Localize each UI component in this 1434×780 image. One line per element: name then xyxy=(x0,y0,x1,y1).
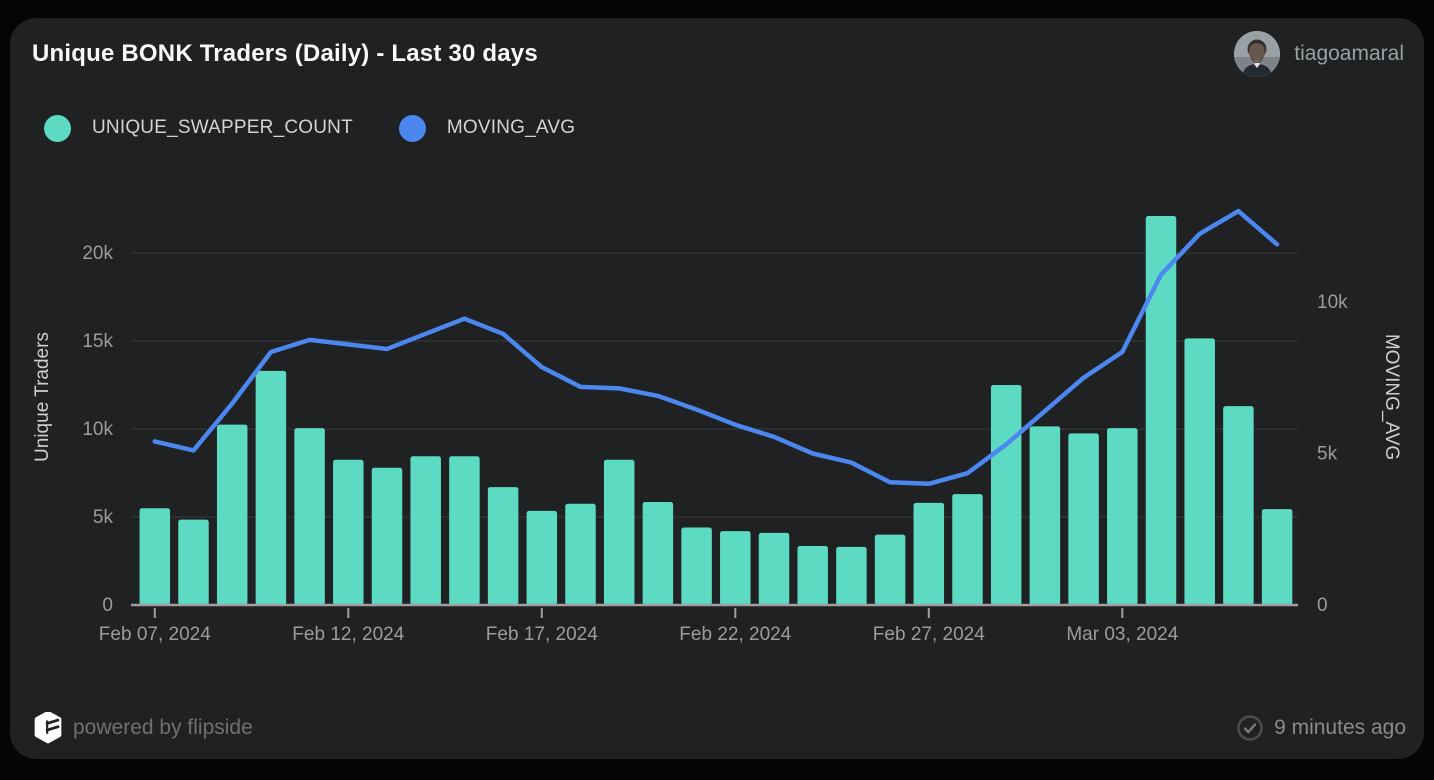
legend-dot-blue-icon xyxy=(398,114,426,142)
unique-swapper-bar[interactable] xyxy=(720,531,751,605)
unique-swapper-bar[interactable] xyxy=(487,487,519,605)
left-axis-title: Unique Traders xyxy=(32,332,53,462)
right-axis-tick-label: 5k xyxy=(1317,444,1338,465)
x-axis-label: Feb 07, 2024 xyxy=(99,624,211,645)
unique-swapper-bar[interactable] xyxy=(294,428,325,605)
x-axis-label: Mar 03, 2024 xyxy=(1066,624,1178,645)
legend-label: MOVING_AVG xyxy=(446,117,576,138)
right-axis-title: MOVING_AVG xyxy=(1381,334,1402,460)
unique-swapper-bar[interactable] xyxy=(797,546,828,605)
user-avatar-icon xyxy=(1234,31,1281,77)
x-axis-label: Feb 17, 2024 xyxy=(486,624,598,645)
right-axis-tick-label: 0 xyxy=(1317,595,1328,616)
unique-swapper-bar[interactable] xyxy=(758,532,790,605)
left-axis-tick-label: 15k xyxy=(82,331,113,352)
last-updated-text: 9 minutes ago xyxy=(1274,716,1406,739)
check-circle-icon xyxy=(1237,715,1263,741)
card-header: Unique BONK Traders (Daily) - Last 30 da… xyxy=(32,30,1404,78)
username: tiagoamaral xyxy=(1294,42,1404,65)
left-axis-tick-label: 5k xyxy=(93,507,114,528)
user-profile[interactable]: tiagoamaral xyxy=(1234,31,1404,77)
x-axis-label: Feb 22, 2024 xyxy=(679,624,791,645)
left-axis-tick-label: 0 xyxy=(102,595,113,616)
unique-swapper-bar[interactable] xyxy=(178,519,209,605)
unique-swapper-bar[interactable] xyxy=(565,503,596,605)
unique-swapper-bar[interactable] xyxy=(1184,338,1215,605)
unique-swapper-bar[interactable] xyxy=(952,494,983,605)
avatar-portrait xyxy=(1234,31,1281,77)
unique-swapper-bar[interactable] xyxy=(642,502,674,605)
right-axis-tick-label: 10k xyxy=(1317,292,1348,313)
unique-swapper-bar[interactable] xyxy=(913,502,945,605)
unique-swapper-bar[interactable] xyxy=(371,467,403,605)
chart-legend: UNIQUE_SWAPPER_COUNT MOVING_AVG xyxy=(44,114,575,142)
x-axis-label: Feb 27, 2024 xyxy=(873,624,985,645)
unique-swapper-bar[interactable] xyxy=(1107,428,1138,605)
unique-swapper-bar[interactable] xyxy=(1261,509,1293,605)
chart-canvas: Feb 07, 2024 Feb 12, 2024 Feb 17, 2024 Feb … xyxy=(32,208,1402,645)
unique-swapper-bar[interactable] xyxy=(333,459,364,605)
flipside-logo-icon xyxy=(34,712,62,744)
unique-swapper-bar[interactable] xyxy=(681,527,712,605)
left-axis-tick-label: 20k xyxy=(82,243,113,264)
unique-swapper-bar[interactable] xyxy=(1145,216,1177,605)
unique-swapper-bar[interactable] xyxy=(990,385,1022,605)
unique-swapper-bar[interactable] xyxy=(1029,426,1061,605)
x-axis-label: Feb 12, 2024 xyxy=(292,624,404,645)
unique-swapper-bar[interactable] xyxy=(874,534,906,605)
unique-swapper-bar[interactable] xyxy=(1223,406,1254,605)
unique-swapper-bar[interactable] xyxy=(255,370,287,605)
legend-dot-teal-icon xyxy=(44,114,71,142)
unique-swapper-bar[interactable] xyxy=(216,424,248,605)
powered-by-text: powered by flipside xyxy=(73,716,253,739)
legend-item-unique-swapper-count[interactable]: UNIQUE_SWAPPER_COUNT xyxy=(44,114,353,142)
unique-swapper-bar[interactable] xyxy=(836,546,867,605)
legend-item-moving-avg[interactable]: MOVING_AVG xyxy=(398,114,576,142)
page-title: Unique BONK Traders (Daily) - Last 30 da… xyxy=(32,40,538,67)
left-axis-tick-label: 10k xyxy=(82,419,113,440)
unique-swapper-bar[interactable] xyxy=(1068,433,1099,605)
moving-avg-line[interactable] xyxy=(152,208,1280,487)
unique-swapper-bar[interactable] xyxy=(526,510,558,605)
card-footer: powered by flipside 9 minutes ago xyxy=(33,704,1406,752)
unique-swapper-bar[interactable] xyxy=(449,456,480,605)
unique-swapper-bar[interactable] xyxy=(139,508,171,605)
unique-swapper-bar[interactable] xyxy=(603,459,635,605)
last-updated-status[interactable]: 9 minutes ago xyxy=(1236,714,1406,742)
powered-by-flipside-link[interactable]: powered by flipside xyxy=(33,712,253,744)
legend-label: UNIQUE_SWAPPER_COUNT xyxy=(92,117,353,138)
unique-swapper-bar[interactable] xyxy=(410,456,441,605)
